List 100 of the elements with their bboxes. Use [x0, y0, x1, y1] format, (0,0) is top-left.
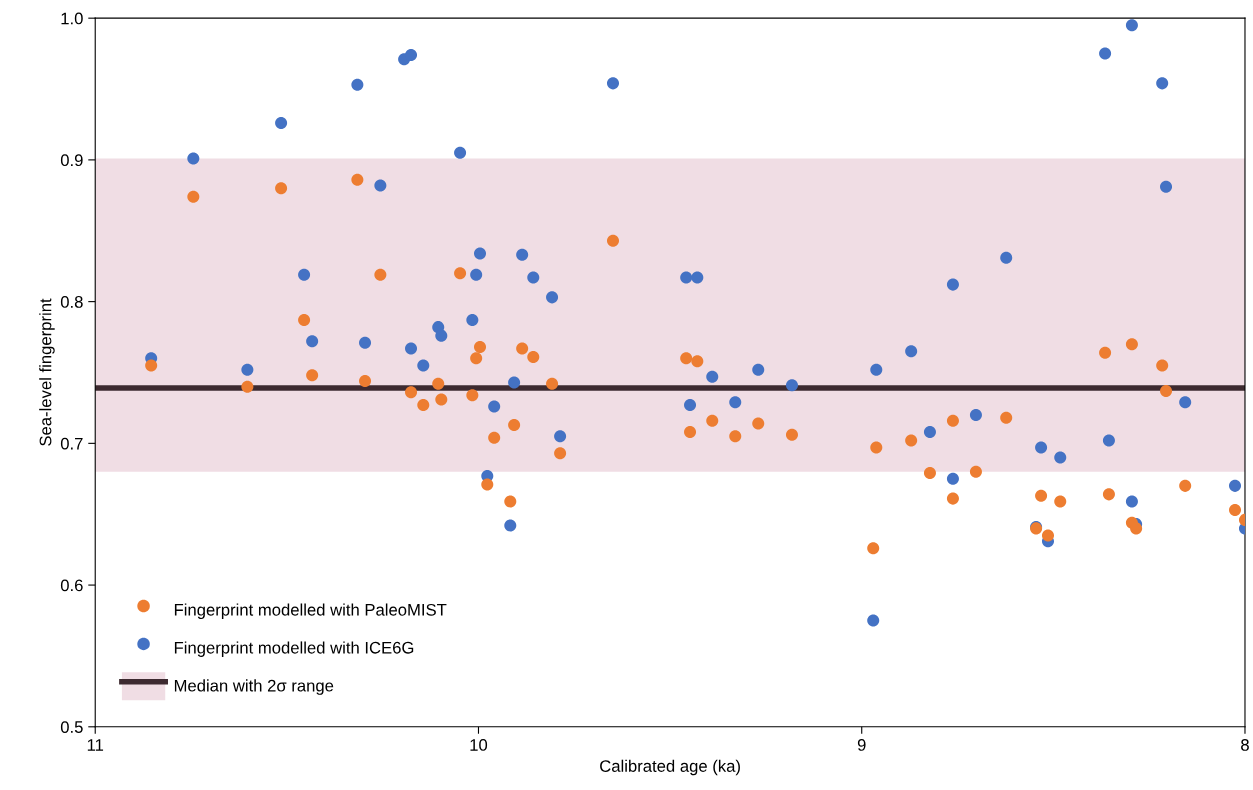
point [1125, 19, 1138, 32]
point [405, 49, 418, 62]
point [1099, 346, 1112, 359]
point [374, 268, 387, 281]
point [546, 377, 559, 390]
point [1179, 396, 1192, 409]
point [474, 247, 487, 260]
point [466, 389, 479, 402]
point [359, 336, 372, 349]
point [1229, 503, 1242, 516]
point [1125, 338, 1138, 351]
point [1160, 180, 1173, 193]
y-tick-label: 1.0 [61, 12, 83, 25]
point [867, 542, 880, 555]
point [680, 352, 693, 365]
point [684, 399, 697, 412]
point [752, 363, 765, 376]
point [481, 478, 494, 491]
point [275, 182, 288, 195]
point [1156, 77, 1169, 90]
point [488, 431, 501, 444]
point [435, 393, 448, 406]
point [374, 179, 387, 192]
legend-label: Fingerprint modelled with PaleoMIST [174, 603, 447, 620]
point [1054, 495, 1067, 508]
point [1179, 479, 1192, 492]
point [306, 335, 319, 348]
point [867, 614, 880, 627]
point [706, 370, 719, 383]
point [785, 428, 798, 441]
x-axis-title: Calibrated age (ka) [600, 759, 740, 776]
legend-label: Fingerprint modelled with ICE6G [174, 641, 414, 657]
point [417, 359, 430, 372]
point [470, 268, 483, 281]
point [527, 271, 540, 284]
legend-label: Median with 2σ range [174, 679, 334, 695]
point [275, 117, 288, 130]
point [905, 434, 918, 447]
point [1099, 47, 1112, 60]
point [1156, 359, 1169, 372]
point [527, 350, 540, 363]
point [187, 190, 200, 203]
point [1102, 488, 1115, 501]
x-tick-label: 8 [1241, 739, 1249, 751]
point [946, 472, 959, 485]
point [1102, 434, 1115, 447]
point [1130, 522, 1143, 535]
point [785, 379, 798, 392]
point [606, 77, 620, 90]
point [691, 271, 704, 284]
y-tick-label: 0.7 [60, 437, 83, 450]
point [752, 417, 765, 430]
point [1160, 384, 1173, 397]
point [923, 426, 936, 439]
point [504, 495, 517, 508]
point [298, 268, 311, 281]
point [1035, 489, 1048, 502]
point [546, 291, 559, 304]
x-tick-label: 11 [87, 739, 104, 751]
point [432, 377, 445, 390]
point [417, 399, 430, 412]
point [905, 345, 918, 358]
y-tick-label: 0.5 [60, 721, 83, 733]
point [435, 329, 448, 342]
point [454, 146, 467, 159]
point [969, 408, 982, 422]
y-axis-title: Sea-level fingerprint [39, 298, 55, 446]
point [516, 342, 529, 355]
point [684, 426, 697, 439]
point [554, 447, 567, 460]
point [405, 386, 418, 399]
point [470, 352, 483, 365]
point [1041, 529, 1054, 542]
point [241, 363, 254, 376]
point [1229, 479, 1242, 492]
point [870, 441, 883, 454]
point [405, 342, 418, 355]
point [946, 414, 959, 427]
y-tick-label: 0.6 [60, 579, 83, 592]
x-tick-label: 10 [470, 739, 488, 751]
point [306, 369, 319, 382]
point [969, 465, 982, 478]
point [729, 396, 742, 409]
point [488, 400, 501, 413]
point [870, 363, 883, 376]
point [946, 492, 959, 505]
point [145, 359, 158, 372]
point [508, 376, 521, 389]
point [729, 430, 742, 443]
point [474, 340, 487, 353]
point [691, 355, 704, 368]
point [1125, 495, 1138, 508]
point [946, 278, 959, 291]
point [923, 467, 936, 480]
point [680, 271, 693, 284]
point [1054, 451, 1067, 464]
point [706, 414, 719, 427]
point [554, 430, 567, 443]
y-tick-label: 0.8 [60, 296, 83, 308]
point [1000, 251, 1013, 264]
